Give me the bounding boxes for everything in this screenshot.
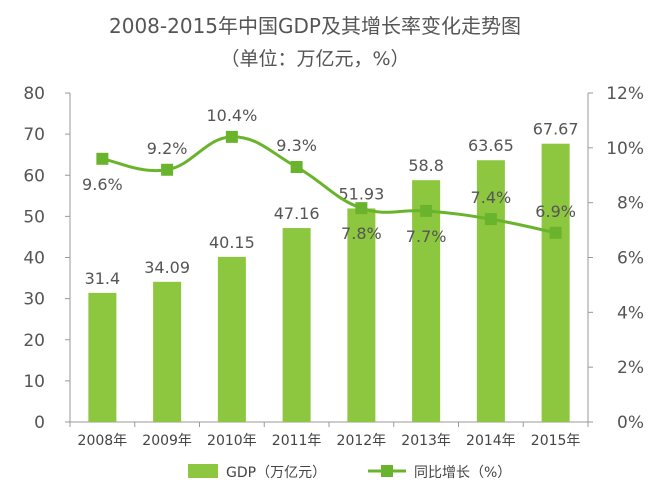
line-value-label: 7.4% [471, 188, 512, 207]
chart-title: 2008-2015年中国GDP及其增长率变化走势图 [109, 14, 521, 38]
bar-value-label: 51.93 [338, 184, 384, 203]
growth-line [102, 135, 556, 235]
axes: 0 10 20 30 40 50 60 70 80 0% 2% 4% 6% 8% 10% 12% 2008年 20… [23, 84, 644, 449]
y-right-tick-label: 0% [617, 413, 644, 433]
y-left-tick-label: 60 [23, 166, 45, 186]
y-left-tick-label: 40 [23, 249, 45, 269]
x-tick-label: 2014年 [466, 433, 516, 449]
y-left-tick-label: 80 [23, 84, 45, 104]
y-right-tick-label: 6% [617, 249, 644, 269]
line-value-label: 7.8% [341, 224, 382, 243]
bar-value-label: 63.65 [468, 136, 514, 155]
line-value-label: 9.3% [276, 136, 317, 155]
bar [217, 256, 246, 422]
bar-value-label: 31.4 [85, 269, 121, 288]
y-left-tick-label: 70 [23, 125, 45, 145]
line-marker [161, 163, 174, 176]
line-marker [355, 202, 368, 215]
bar-value-label: 40.15 [209, 233, 255, 252]
x-tick-label: 2015年 [531, 433, 581, 449]
x-tick-label: 2008年 [78, 433, 128, 449]
y-right-tick-label: 2% [617, 358, 644, 378]
bar [476, 160, 505, 422]
y-left-tick-label: 30 [23, 290, 45, 310]
line-marker [290, 161, 303, 174]
bar [282, 228, 311, 422]
line-value-label: 7.7% [406, 227, 447, 246]
y-left-tick-label: 10 [23, 372, 45, 392]
bar-value-label: 34.09 [144, 258, 190, 277]
chart-subtitle: （单位：万亿元，%） [220, 48, 409, 70]
bar [153, 281, 182, 422]
legend-bar-label: GDP（万亿元） [226, 465, 326, 481]
bar-value-label: 67.67 [533, 120, 579, 139]
legend-bar-swatch [188, 464, 218, 478]
x-tick-label: 2013年 [401, 433, 451, 449]
x-tick-label: 2012年 [337, 433, 387, 449]
y-left-tick-label: 0 [34, 413, 45, 433]
line-marker [484, 213, 497, 226]
legend-line-label: 同比增长（%） [414, 465, 511, 481]
y-right-tick-label: 10% [606, 139, 644, 159]
y-left-tick-label: 50 [23, 207, 45, 227]
bar [347, 208, 376, 422]
line-value-label: 6.9% [535, 202, 576, 221]
line-value-label: 9.2% [147, 139, 188, 158]
bar-series: 31.4 34.09 40.15 47.16 51.93 58.8 63.65 67.67 [85, 120, 579, 422]
line-marker [549, 226, 562, 239]
legend: GDP（万亿元） 同比增长（%） [188, 464, 511, 481]
y-right-tick-label: 4% [617, 303, 644, 323]
bar [541, 143, 570, 422]
y-right-tick-label: 8% [617, 194, 644, 214]
bar [88, 292, 117, 422]
bar-value-label: 58.8 [408, 156, 444, 175]
bar-value-label: 47.16 [274, 204, 320, 223]
y-left-tick-label: 20 [23, 331, 45, 351]
line-value-label: 10.4% [206, 106, 257, 125]
x-tick-label: 2011年 [272, 433, 322, 449]
bar [412, 180, 441, 422]
line-marker [96, 152, 109, 165]
x-tick-label: 2009年 [142, 433, 192, 449]
x-tick-label: 2010年 [207, 433, 257, 449]
y-right-tick-label: 12% [606, 84, 644, 104]
line-series: 9.6% 9.2% 10.4% 9.3% 7.8% 7.7% 7.4% 6.9% [82, 106, 576, 246]
line-value-label: 9.6% [82, 175, 123, 194]
line-marker [420, 204, 433, 217]
legend-line-marker [381, 465, 393, 477]
line-marker [225, 130, 238, 143]
